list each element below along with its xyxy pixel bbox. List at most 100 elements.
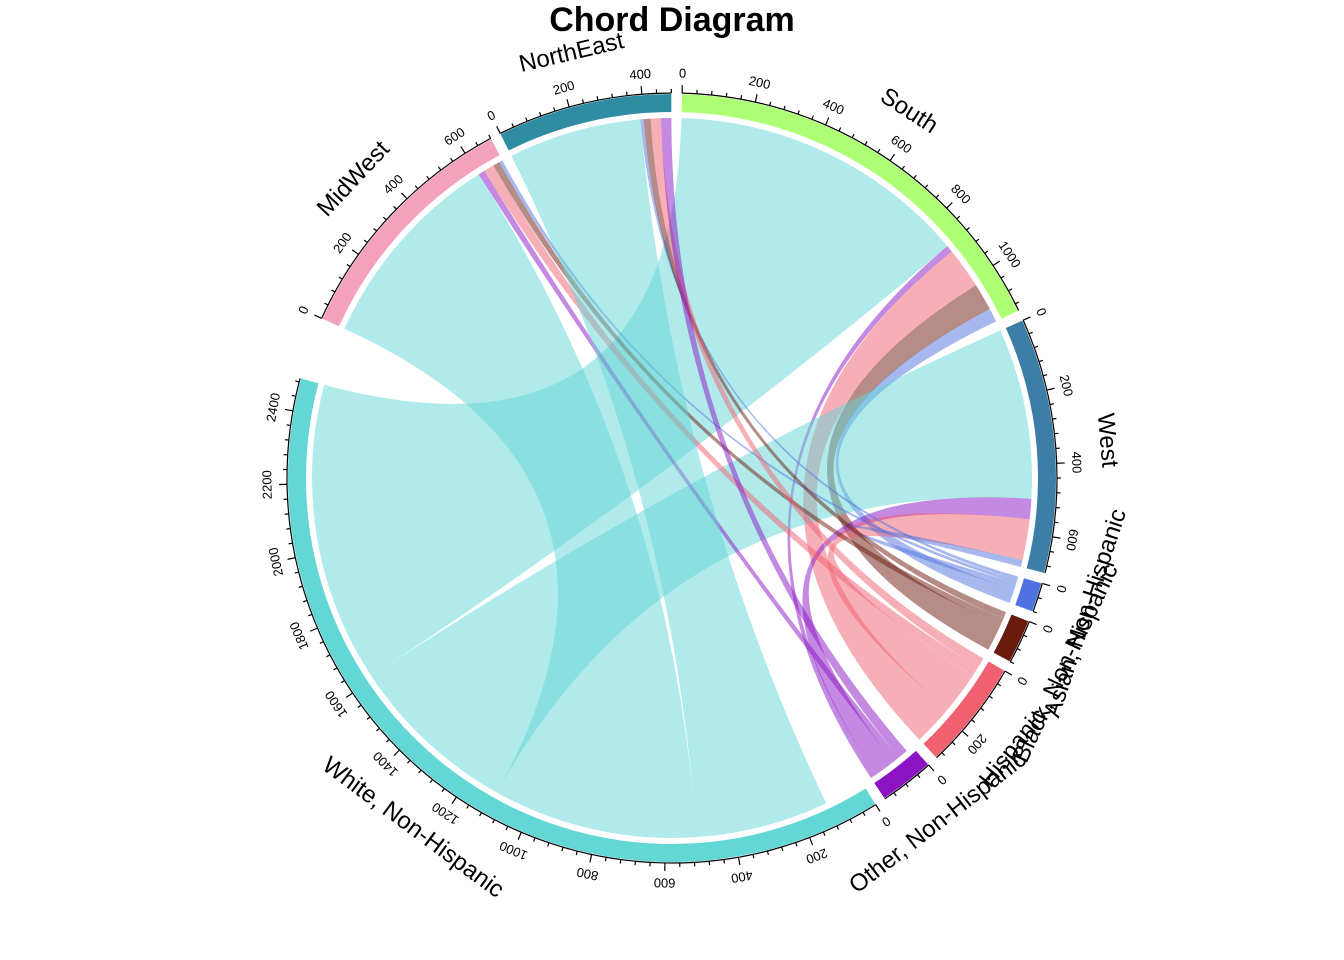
- tick-label: 800: [575, 865, 599, 884]
- tick-label: 0: [1033, 306, 1050, 319]
- flows-layer: [312, 118, 1032, 838]
- axis-tick: [333, 667, 338, 671]
- axis-tick: [466, 804, 470, 809]
- chord-northeast-to-white-non-hispanic: [511, 119, 827, 838]
- axis-tick: [1043, 374, 1048, 377]
- axis-tick: [492, 819, 496, 824]
- axis-tick: [961, 730, 969, 737]
- axis-tick: [913, 174, 917, 179]
- axis-tick: [1034, 345, 1039, 349]
- axis-tick: [851, 133, 855, 139]
- axis-tick: [553, 107, 556, 112]
- axis-tick: [935, 194, 940, 199]
- axis-tick: [308, 613, 313, 617]
- axis-tick: [357, 704, 362, 708]
- axis-tick: [346, 263, 351, 268]
- axis-tick: [849, 819, 853, 824]
- axis-tick: [1049, 550, 1054, 553]
- sector-midwest: [322, 139, 500, 327]
- tick-label: 400: [1069, 451, 1085, 473]
- axis-tick: [441, 788, 445, 793]
- sector-south: [681, 94, 1018, 319]
- axis-tick: [303, 599, 308, 603]
- axis-tick: [1042, 582, 1051, 587]
- axis-tick: [319, 641, 324, 644]
- axis-tick: [889, 153, 896, 162]
- axis-tick: [324, 302, 329, 306]
- axis-tick: [1000, 275, 1005, 279]
- axis-tick: [893, 792, 897, 797]
- axis-tick: [1046, 387, 1055, 391]
- tick-label: 0: [1040, 623, 1057, 635]
- axis-tick: [1046, 565, 1051, 568]
- tick-label: 2200: [259, 470, 274, 499]
- axis-tick: [376, 727, 380, 732]
- tick-label: 600: [1063, 528, 1081, 552]
- axis-tick: [824, 117, 830, 126]
- sector-asian-non-hispanic: [1015, 578, 1042, 612]
- tick-label: 0: [934, 772, 949, 788]
- axis-tick: [740, 95, 743, 100]
- axis-tick: [547, 842, 550, 847]
- sector-west: [1005, 320, 1057, 573]
- sector-northeast: [500, 94, 672, 151]
- tick-label: 1800: [286, 620, 311, 652]
- axis-tick: [566, 99, 570, 108]
- sector-axis-line: [682, 92, 1020, 311]
- chord-west-to-hispanic: [827, 513, 1030, 710]
- axis-tick: [946, 202, 953, 209]
- axis-tick: [286, 527, 291, 530]
- sector-axis-line: [1022, 319, 1058, 574]
- axis-tick: [725, 92, 728, 97]
- sector-axis-line: [936, 670, 1006, 759]
- sector-other-non-hispanic: [874, 750, 928, 799]
- axis-tick: [781, 846, 784, 852]
- axis-tick: [797, 110, 800, 115]
- axis-tick: [988, 695, 993, 699]
- axis-tick: [1022, 316, 1031, 321]
- chord-northeast-to-asian-non-hispanic: [640, 119, 1019, 580]
- tick-label: 400: [629, 66, 652, 83]
- axis-tick: [611, 93, 614, 98]
- tick-label: 0: [679, 65, 687, 80]
- tick-label: 600: [441, 124, 467, 148]
- axis-tick: [875, 804, 881, 812]
- axis-tick: [345, 692, 353, 698]
- tick-label: 1600: [322, 688, 351, 720]
- sector-label: MidWest: [312, 135, 396, 221]
- tick-label: 1000: [996, 238, 1024, 270]
- axis-tick: [505, 825, 509, 831]
- axis-tick: [385, 738, 390, 743]
- axis-tick: [393, 749, 400, 757]
- axis-tick: [284, 408, 294, 412]
- axis-tick: [351, 249, 359, 255]
- axis-tick: [1052, 536, 1061, 539]
- axis-tick: [575, 851, 578, 856]
- tick-label: 0: [879, 813, 893, 830]
- axis-tick: [287, 557, 296, 560]
- axis-tick: [966, 226, 970, 231]
- tick-label: 2400: [263, 392, 283, 423]
- axis-tick: [331, 289, 336, 293]
- axis-tick: [401, 192, 408, 200]
- tick-label: 200: [804, 845, 830, 867]
- tick-label: 600: [654, 875, 676, 890]
- axis-tick: [309, 627, 318, 632]
- sector-axis-line: [499, 92, 672, 134]
- axis-tick: [1037, 597, 1042, 600]
- tick-label: 600: [888, 132, 914, 157]
- axis-tick: [941, 752, 946, 756]
- tick-label: 1200: [429, 799, 461, 828]
- tick-label: 200: [1057, 373, 1077, 398]
- axis-tick: [1023, 634, 1028, 638]
- axis-tick: [294, 571, 299, 574]
- tick-label: 200: [747, 73, 771, 92]
- tick-label: 0: [1014, 674, 1031, 688]
- sector-hispanic: [923, 661, 1005, 758]
- axis-tick: [992, 260, 1001, 267]
- tick-label: 1000: [497, 838, 529, 863]
- axis-tick: [1016, 648, 1021, 651]
- axis-tick: [769, 101, 772, 106]
- axis-tick: [916, 774, 921, 779]
- chord-midwest-to-other-non-hispanic: [478, 170, 899, 762]
